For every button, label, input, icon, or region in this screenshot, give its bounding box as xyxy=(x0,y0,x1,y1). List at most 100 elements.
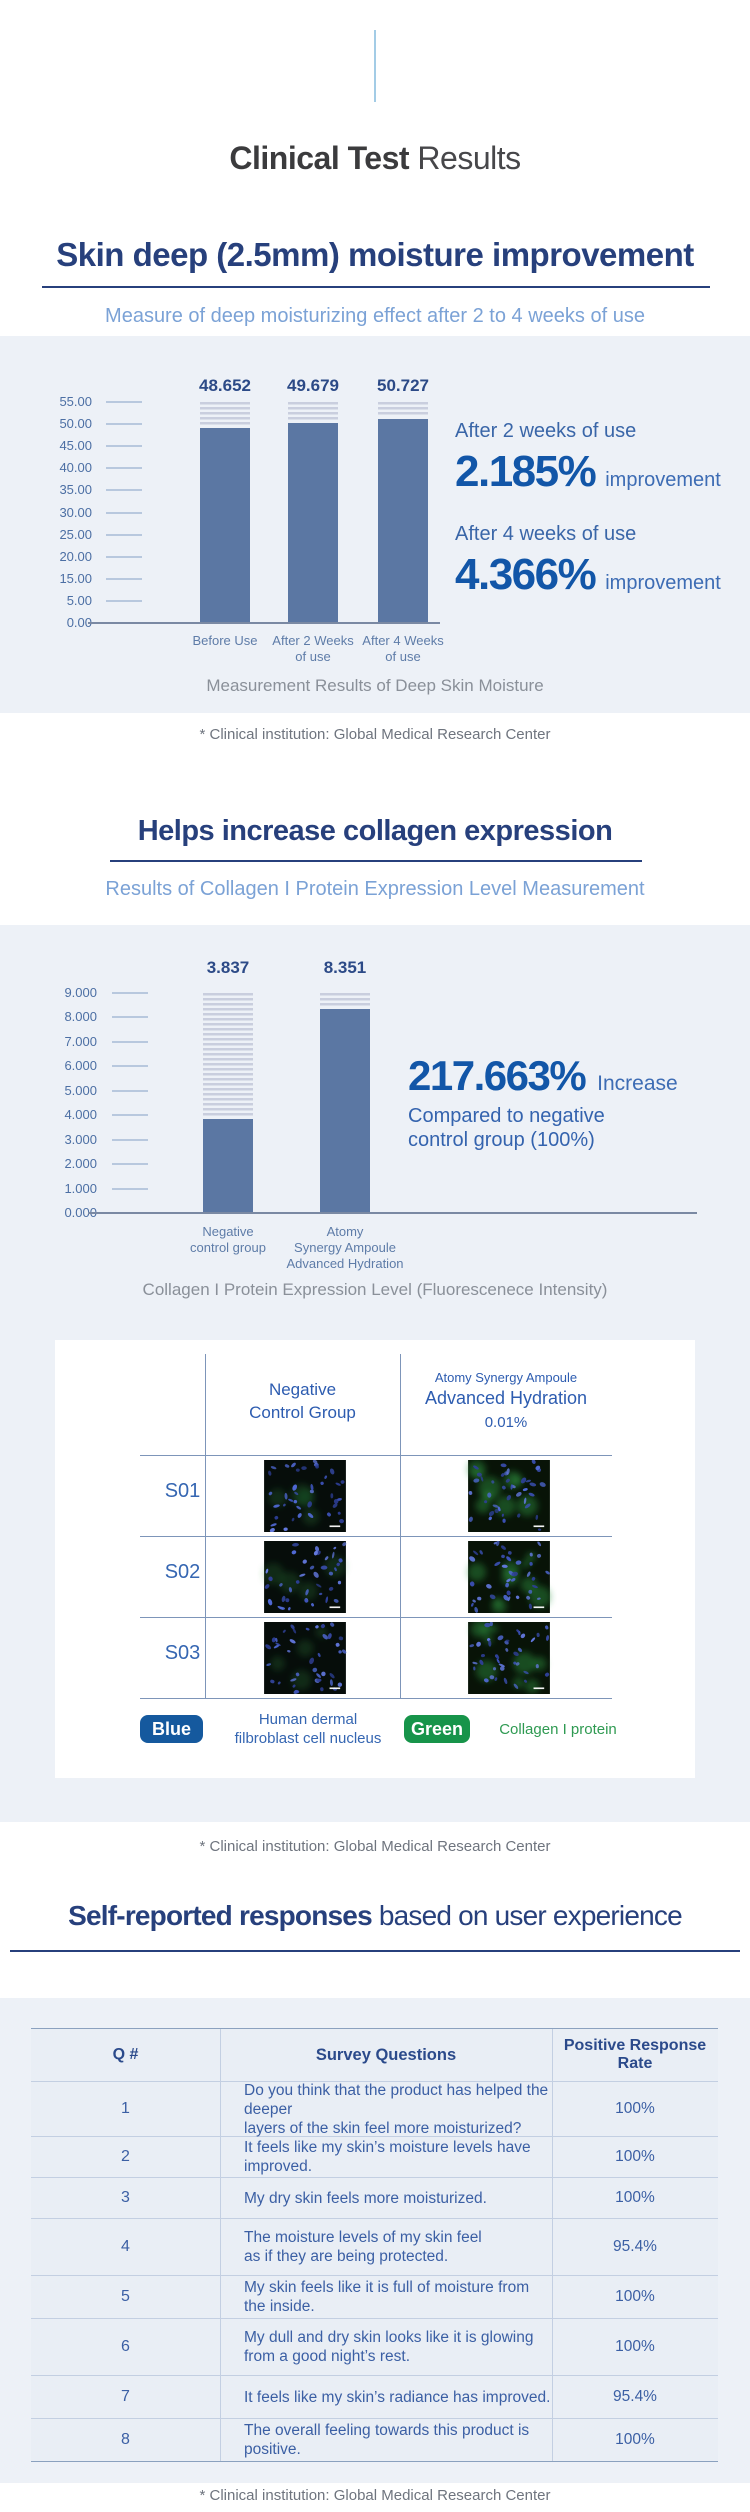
collagen-increase-note: Compared to negative control group (100%… xyxy=(408,1105,605,1151)
y-tick-label: 30.00 xyxy=(59,504,92,520)
collagen-increase-suffix: Increase xyxy=(597,1072,678,1095)
bar-value-label: 50.727 xyxy=(377,376,429,395)
section1-subtitle: Measure of deep moisturizing effect afte… xyxy=(105,305,645,327)
y-tick-label: 8.000 xyxy=(64,1009,97,1025)
survey-q-number: 1 xyxy=(121,2100,130,2117)
survey-question: It feels like my skin’s moisture levels … xyxy=(244,2139,531,2175)
improvement-4weeks-block: After 4 weeks of use 4.366% improvement xyxy=(455,523,721,600)
y-tick-dash xyxy=(106,489,142,492)
survey-question: My skin feels like it is full of moistur… xyxy=(244,2279,530,2315)
survey-header-questions: Survey Questions xyxy=(315,2045,457,2064)
accent-line xyxy=(374,30,376,102)
section3-heading-strong: Self-reported responses xyxy=(68,1900,373,1931)
chart2-caption: Collagen I Protein Expression Level (Flu… xyxy=(142,1280,608,1299)
section3-heading: Self-reported responses based on user ex… xyxy=(0,1900,750,1932)
survey-table: Q # Survey Questions Positive Response R… xyxy=(31,2028,718,2462)
y-tick-dash xyxy=(112,1016,148,1019)
survey-rate: 100% xyxy=(615,2148,655,2165)
micrograph-s01-product xyxy=(467,1460,550,1532)
section2-heading-underline xyxy=(110,860,642,862)
survey-rate: 100% xyxy=(615,2100,655,2117)
y-tick-label: 25.00 xyxy=(59,526,92,542)
y-tick-label: 6.000 xyxy=(64,1058,97,1074)
legend-blue-pill: Blue xyxy=(140,1715,203,1743)
micro-row-label-s01: S01 xyxy=(164,1480,201,1502)
improvement-4weeks-value: 4.366% xyxy=(455,550,597,599)
survey-q-number: 6 xyxy=(121,2338,130,2355)
y-tick-dash xyxy=(106,401,142,403)
legend-green-pill: Green xyxy=(404,1715,470,1743)
y-tick-dash xyxy=(106,423,142,426)
y-tick-dash xyxy=(106,555,142,558)
survey-question: It feels like my skin’s radiance has imp… xyxy=(244,2388,551,2406)
y-tick-dash xyxy=(112,1138,148,1141)
improvement-2weeks-block: After 2 weeks of use 2.185% improvement xyxy=(455,420,721,497)
survey-q-number: 8 xyxy=(121,2431,130,2448)
x-category-label: After 2 Weeks of use xyxy=(272,633,354,664)
collagen-increase-value-row: 217.663% Increase xyxy=(408,1052,678,1100)
survey-col-divider-2 xyxy=(552,2029,553,2461)
bar-3 xyxy=(378,419,428,623)
survey-header-row: Q # Survey Questions Positive Response R… xyxy=(31,2029,718,2082)
bar-1 xyxy=(200,427,250,623)
bar-value-label: 3.837 xyxy=(206,958,250,977)
micro-grid-vline-1 xyxy=(205,1354,206,1698)
micro-grid-hline-bottom xyxy=(140,1698,612,1699)
micrograph-s01-control xyxy=(264,1460,346,1532)
improvement-4weeks-value-row: 4.366% improvement xyxy=(455,550,721,600)
collagen-increase-block: 217.663% Increase Compared to negative co… xyxy=(408,1052,678,1152)
collagen-increase-value: 217.663% xyxy=(408,1052,587,1099)
bar-2 xyxy=(320,1008,370,1213)
bar-2 xyxy=(288,423,338,623)
micrograph-s03-control xyxy=(264,1622,347,1694)
section1-footnote: * Clinical institution: Global Medical R… xyxy=(199,726,551,743)
y-tick-label: 15.00 xyxy=(59,570,92,586)
page-title-strong: Clinical Test xyxy=(229,140,410,176)
survey-q-number: 4 xyxy=(121,2238,130,2255)
survey-rate: 95.4% xyxy=(613,2388,657,2405)
improvement-2weeks-suffix: improvement xyxy=(605,469,721,491)
y-tick-label: 7.000 xyxy=(64,1033,97,1049)
survey-row-5: 5 My skin feels like it is full of moist… xyxy=(31,2276,718,2319)
y-tick-label: 0.00 xyxy=(66,615,92,630)
micro-row-label-s02: S02 xyxy=(164,1561,201,1583)
survey-row-7: 7 It feels like my skin’s radiance has i… xyxy=(31,2376,718,2419)
section2-subtitle: Results of Collagen I Protein Expression… xyxy=(105,878,645,900)
bar-hatched-cap xyxy=(200,402,250,426)
improvement-2weeks-value-row: 2.185% improvement xyxy=(455,447,721,497)
bar-value-label: 49.679 xyxy=(287,376,339,395)
survey-row-2: 2 It feels like my skin’s moisture level… xyxy=(31,2137,718,2178)
y-tick-dash xyxy=(106,533,142,536)
survey-question: My dull and dry skin looks like it is gl… xyxy=(244,2329,534,2365)
survey-question: Do you think that the product has helped… xyxy=(244,2081,549,2137)
x-category-label: After 4 Weeks of use xyxy=(362,633,444,664)
survey-question: My dry skin feels more moisturized. xyxy=(244,2189,487,2207)
y-tick-dash xyxy=(106,511,142,514)
micro-grid-hline-header xyxy=(140,1455,612,1456)
section1-heading: Skin deep (2.5mm) moisture improvement xyxy=(56,236,694,273)
x-category-label: Atomy Synergy Ampoule Advanced Hydration xyxy=(286,1224,404,1271)
x-axis-line xyxy=(88,1212,697,1214)
survey-rate: 100% xyxy=(615,2431,655,2448)
section3-heading-underline xyxy=(10,1950,740,1952)
page-title-light: Results xyxy=(417,140,521,176)
survey-rate: 100% xyxy=(615,2338,655,2355)
section1-heading-underline xyxy=(42,286,710,288)
improvement-2weeks-value: 2.185% xyxy=(455,447,597,496)
section2-footnote: * Clinical institution: Global Medical R… xyxy=(199,1838,551,1855)
section3-heading-rest: based on user experience xyxy=(371,1900,683,1931)
survey-question: The moisture levels of my skin feel as i… xyxy=(244,2229,482,2265)
micro-grid-vline-2 xyxy=(400,1354,401,1698)
survey-header-q: Q # xyxy=(112,2046,139,2063)
y-tick-dash xyxy=(106,445,142,448)
y-tick-label: 40.00 xyxy=(59,460,92,476)
survey-q-number: 7 xyxy=(121,2388,130,2405)
x-category-label: Before Use xyxy=(192,633,258,648)
y-tick-label: 20.00 xyxy=(59,548,92,564)
survey-q-number: 3 xyxy=(121,2189,130,2206)
survey-row-3: 3 My dry skin feels more moisturized. 10… xyxy=(31,2178,718,2219)
micro-col-header-product-brand: Atomy Synergy Ampoule xyxy=(434,1370,578,1385)
micro-grid-hline-1 xyxy=(140,1536,612,1537)
micro-row-label-s03: S03 xyxy=(164,1642,201,1664)
